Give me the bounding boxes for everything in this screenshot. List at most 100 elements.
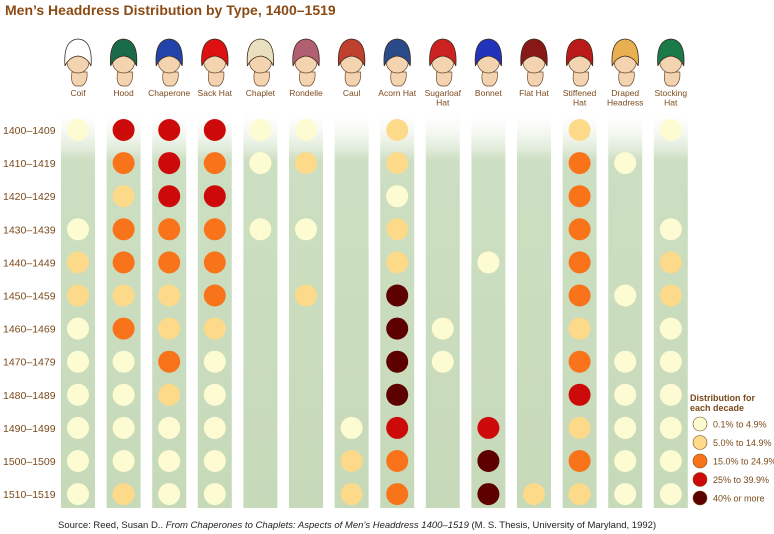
distribution-dot (295, 218, 317, 241)
row-label: 1490–1499 (3, 423, 56, 435)
distribution-dot (67, 284, 89, 307)
distribution-dot (431, 350, 454, 373)
headdress-icon (292, 38, 320, 87)
headdress-icon (565, 38, 594, 87)
headdress-icon (64, 38, 92, 87)
distribution-dot (386, 152, 409, 175)
distribution-dot (158, 317, 181, 340)
column-strip (562, 108, 597, 508)
column-strip (380, 108, 415, 508)
distribution-dot (112, 185, 135, 208)
column-strip (425, 108, 460, 508)
legend-swatch (692, 453, 708, 469)
distribution-dot (203, 450, 226, 472)
row-labels: 1400–1409 1410–1419 1420–1429 1430–1439 1440… (3, 125, 56, 501)
distribution-dot (568, 483, 591, 506)
row-label: 1480–1489 (3, 390, 56, 402)
distribution-dot (158, 383, 181, 406)
distribution-dot (659, 483, 682, 506)
column-label: Flat Hat (519, 88, 549, 98)
distribution-dot (295, 284, 317, 307)
distribution-dot (386, 350, 409, 373)
distribution-dot (67, 350, 89, 373)
row-label: 1420–1429 (3, 191, 56, 203)
row-label: 1450–1459 (3, 291, 56, 303)
distribution-dot (386, 218, 409, 241)
distribution-dot (158, 284, 181, 307)
distribution-dot (67, 218, 89, 241)
distribution-dot (568, 251, 591, 274)
column-label: Hat (573, 98, 587, 108)
column-label: Sugarloaf (425, 88, 462, 98)
distribution-dot (112, 152, 135, 175)
column-label: Bonnet (475, 88, 503, 98)
headdress-icon (246, 38, 275, 87)
distribution-dot (386, 416, 409, 439)
distribution-dot (158, 218, 181, 241)
source-title: From Chaperones to Chaplets: Aspects of … (166, 520, 470, 531)
column-label: Chaperone (148, 88, 190, 98)
column-label: Hood (113, 88, 134, 98)
distribution-dot (158, 152, 181, 175)
headdress-icon (201, 38, 229, 87)
distribution-dot (659, 317, 682, 340)
distribution-dot (477, 416, 500, 439)
distribution-dot (568, 152, 591, 175)
row-label: 1400–1409 (3, 125, 56, 137)
legend-label: 40% or more (713, 494, 765, 504)
column-label: Rondelle (289, 88, 323, 98)
distribution-dot (568, 284, 591, 307)
distribution-dot (614, 383, 637, 406)
distribution-dot (659, 284, 682, 307)
distribution-dot (112, 383, 135, 406)
distribution-dot (203, 317, 226, 340)
headdress-icon (383, 38, 411, 87)
headdress-icon (109, 38, 138, 87)
distribution-dot (659, 218, 682, 241)
headdress-icon (611, 38, 639, 87)
distribution-dot (112, 317, 135, 340)
column-label: Hat (664, 98, 678, 108)
distribution-dot (386, 383, 409, 406)
column-label: Headress (607, 98, 643, 108)
legend-swatch (692, 416, 708, 432)
distribution-dot (158, 185, 181, 208)
distribution-dot (112, 218, 135, 241)
distribution-dot (386, 119, 409, 141)
distribution-dot (568, 416, 591, 439)
distribution-dot (568, 119, 591, 141)
distribution-dot (112, 416, 135, 439)
distribution-dot (112, 251, 135, 274)
distribution-dot (158, 119, 181, 141)
column-label: Stiffened (563, 88, 597, 98)
distribution-dot (203, 284, 226, 307)
distribution-dot (112, 483, 135, 506)
distribution-dot (249, 218, 272, 241)
column-label: Hat (436, 98, 450, 108)
distribution-dot (249, 152, 272, 175)
column-labels: Coif Hood Chaperone Sack Hat Chaplet Rondelle… (70, 88, 687, 108)
distribution-dot (67, 119, 89, 141)
headdress-icon (337, 38, 366, 87)
column-strips (61, 108, 688, 508)
distribution-dot (614, 450, 637, 472)
row-label: 1430–1439 (3, 224, 56, 236)
distribution-dot (67, 251, 89, 274)
legend-title-line2: each decade (690, 403, 744, 413)
distribution-dot (158, 450, 181, 472)
distribution-dots (67, 119, 682, 506)
row-label: 1470–1479 (3, 357, 56, 369)
distribution-dot (340, 450, 363, 472)
distribution-dot (112, 450, 135, 472)
distribution-dot (203, 119, 226, 141)
headdress-icon (429, 38, 457, 87)
distribution-dot (158, 416, 181, 439)
source-prefix: Source: Reed, Susan D.. (58, 520, 166, 531)
legend-swatch (692, 435, 708, 450)
distribution-dot (614, 416, 637, 439)
legend-label: 0.1% to 4.9% (713, 420, 767, 430)
distribution-dot (203, 152, 226, 175)
distribution-dot (112, 119, 135, 141)
chart-title: Men’s Headdress Distribution by Type, 14… (5, 2, 336, 18)
distribution-dot (203, 218, 226, 241)
